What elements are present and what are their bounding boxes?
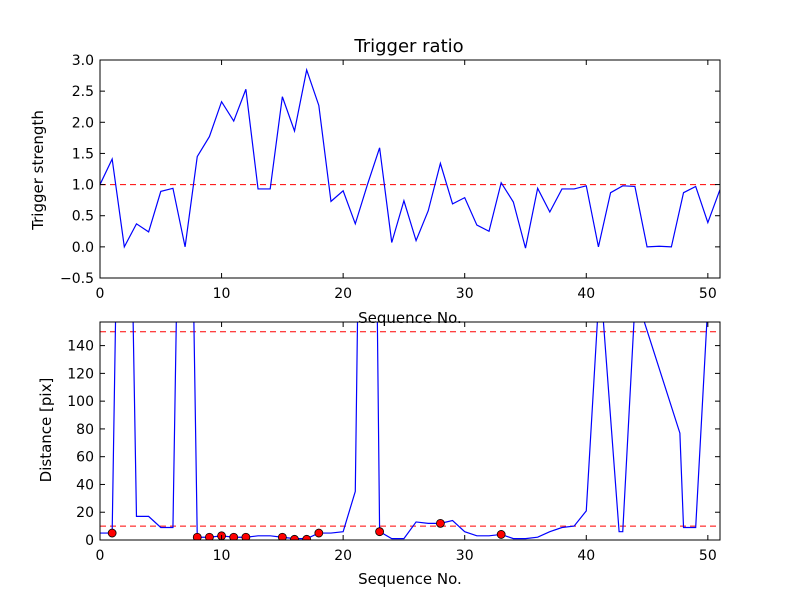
distance-chart: 0 10 20 30 40 50 0 20 40 60 80 100 120 140 Sequence … [37, 321, 721, 588]
y-tick-label: 120 [67, 366, 94, 382]
y-axis: −0.5 0.0 0.5 1.0 1.5 2.0 2.5 3.0 [60, 53, 720, 287]
data-point [241, 532, 251, 540]
x-axis-label: Sequence No. [358, 570, 462, 588]
x-tick-label: 10 [213, 286, 231, 302]
x-tick-label: 40 [577, 286, 595, 302]
axes-frame [99, 59, 721, 279]
data-point [277, 532, 287, 540]
y-axis: 0 20 40 60 80 100 120 140 [67, 339, 720, 549]
data-point [314, 528, 324, 538]
data-point [302, 534, 312, 540]
y-axis-label: Distance [pix] [37, 378, 55, 483]
x-tick-label: 0 [96, 286, 105, 302]
x-tick-label: 30 [456, 548, 474, 564]
y-tick-label: 2.0 [72, 115, 94, 131]
x-tick-label: 40 [577, 548, 595, 564]
chart-title: Trigger ratio [353, 36, 463, 57]
data-point [496, 530, 506, 539]
x-tick-label: 50 [699, 548, 717, 564]
x-axis: 0 10 20 30 40 50 [96, 60, 717, 302]
y-tick-label: 0 [85, 533, 94, 549]
y-tick-label: 1.5 [72, 146, 94, 162]
plot-area [100, 67, 720, 249]
y-axis-label: Trigger strength [29, 110, 47, 231]
axes-frame [99, 321, 721, 541]
x-tick-label: 50 [699, 286, 717, 302]
series-line [100, 67, 720, 249]
y-tick-label: 140 [67, 339, 94, 355]
x-tick-label: 20 [334, 548, 352, 564]
data-point [107, 528, 117, 538]
x-axis-label: Sequence No. [358, 309, 462, 327]
data-point [192, 532, 202, 540]
data-point [290, 534, 299, 540]
data-point [375, 527, 385, 537]
x-tick-label: 10 [213, 548, 231, 564]
data-point [435, 518, 445, 528]
y-tick-label: 40 [76, 477, 94, 493]
y-tick-label: −0.5 [60, 271, 94, 287]
y-tick-label: 3.0 [72, 53, 94, 69]
x-tick-label: 0 [96, 548, 105, 564]
data-point [229, 532, 239, 540]
y-tick-label: 100 [67, 394, 94, 410]
data-point [205, 532, 214, 540]
y-tick-label: 1.0 [72, 178, 94, 194]
series-line [100, 322, 708, 540]
x-tick-label: 20 [334, 286, 352, 302]
y-tick-label: 0.5 [72, 209, 94, 225]
y-tick-label: 60 [76, 450, 94, 466]
y-tick-label: 0.0 [72, 240, 94, 256]
x-tick-label: 30 [456, 286, 474, 302]
plot-area [100, 322, 720, 540]
y-tick-label: 2.5 [72, 84, 94, 100]
y-tick-label: 20 [76, 505, 94, 521]
x-axis: 0 10 20 30 40 50 [96, 322, 717, 564]
y-tick-label: 80 [76, 422, 94, 438]
